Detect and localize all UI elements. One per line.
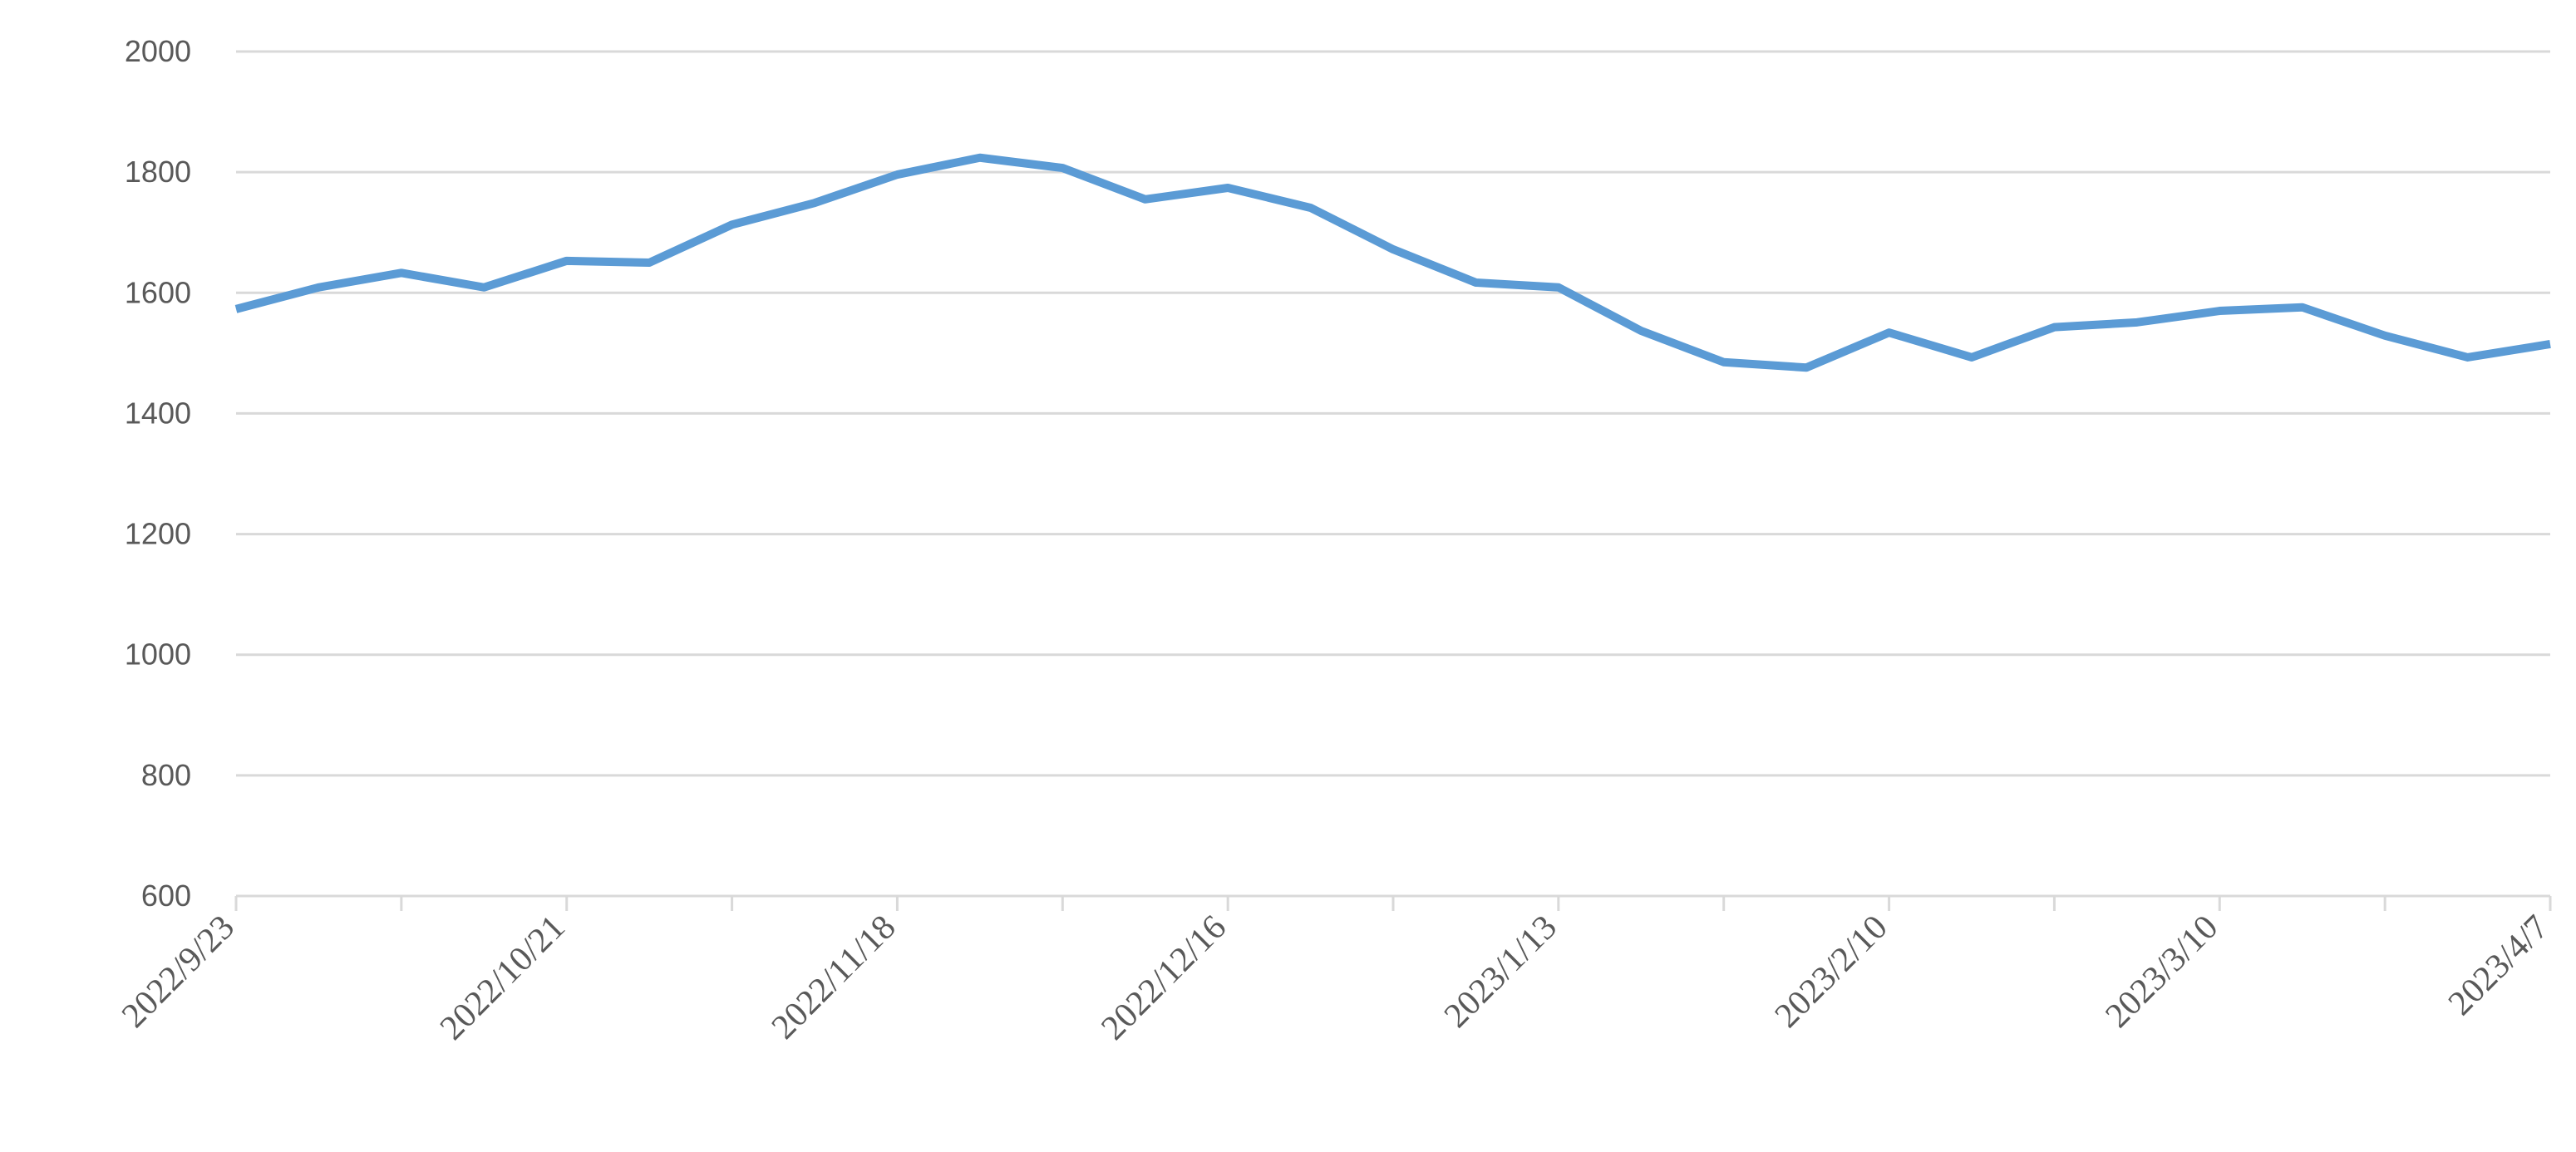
- series: [234, 153, 2551, 372]
- x-tick-label: 2022/9/23: [115, 908, 242, 1036]
- x-tick-label: 2022/11/18: [765, 908, 904, 1047]
- y-tick-label: 1600: [125, 275, 191, 309]
- series-line: [234, 153, 2551, 372]
- gridlines: [236, 50, 2550, 898]
- x-tick-label: 2023/4/7: [2441, 908, 2556, 1023]
- y-tick-label: 1400: [125, 396, 191, 430]
- y-tick-label: 800: [141, 758, 191, 792]
- y-tick-label: 1000: [125, 638, 191, 672]
- x-tick-label: 2022/12/16: [1094, 908, 1234, 1048]
- y-tick-label: 2000: [125, 34, 191, 68]
- x-tick-label: 2023/1/13: [1437, 908, 1564, 1036]
- x-tick-label: 2023/3/10: [2098, 908, 2225, 1036]
- x-axis: 2022/9/23 2022/10/21 2022/11/18 2022/12/16 2…: [115, 896, 2556, 1047]
- y-tick-label: 1200: [125, 517, 191, 551]
- y-axis: 600 800 1000 1200 1400 1600 1800 2000: [125, 34, 191, 913]
- y-tick-label: 600: [141, 879, 191, 913]
- y-tick-label: 1800: [125, 155, 191, 189]
- x-tick-label: 2022/10/21: [433, 908, 573, 1048]
- x-tick-label: 2023/2/10: [1768, 908, 1895, 1036]
